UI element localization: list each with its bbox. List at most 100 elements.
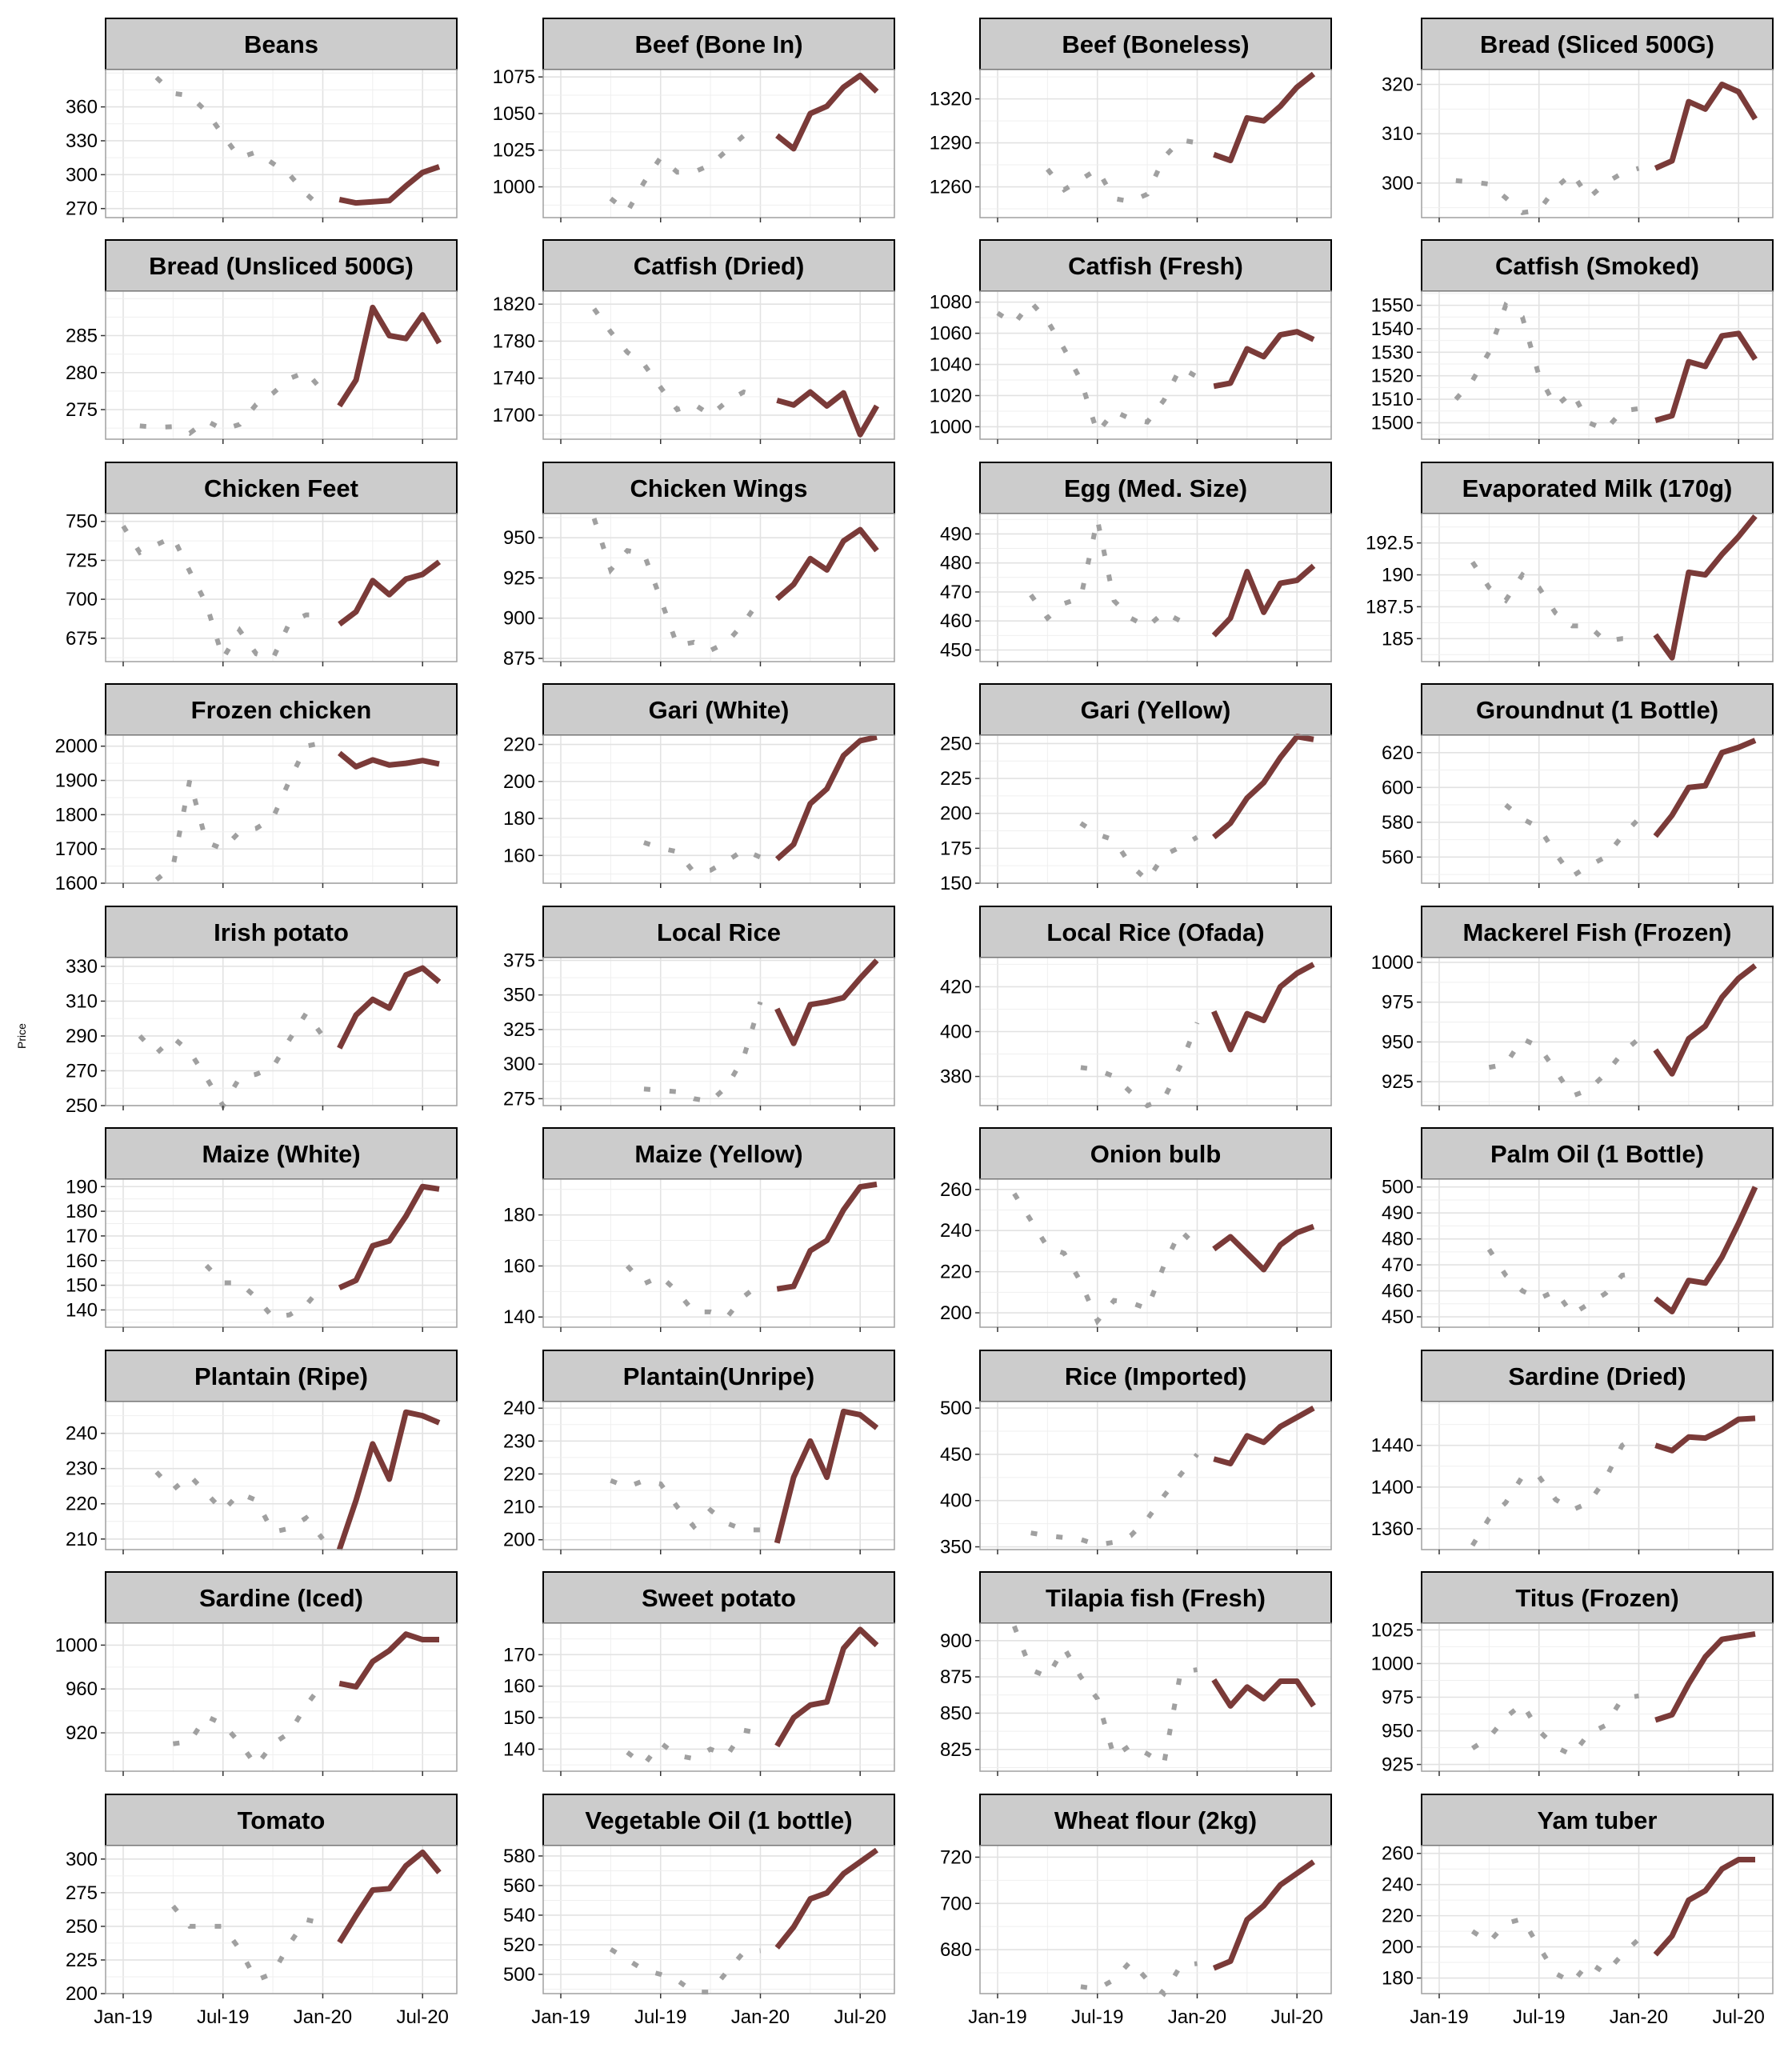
facet-strip [542, 1571, 895, 1624]
panel-border [1421, 290, 1774, 440]
y-tick-label: 925 [503, 567, 535, 589]
y-tick-label: 1060 [930, 323, 972, 345]
x-tick-label: Jul-19 [1513, 2006, 1565, 2028]
panel-border [105, 1178, 458, 1328]
y-tick-label: 225 [66, 1950, 98, 1971]
y-axis-label: Price [15, 1023, 28, 1049]
series-line-history [154, 740, 324, 882]
y-tick-label: 350 [503, 985, 535, 1006]
panel-border [542, 1622, 895, 1772]
y-tick-label: 150 [940, 873, 972, 894]
y-tick-label: 1780 [493, 330, 535, 352]
series-line-history [609, 1946, 761, 1995]
y-tick-label: 1290 [930, 133, 972, 154]
y-tick-label: 220 [1382, 1906, 1414, 1927]
series-line-recent [774, 1847, 879, 1950]
panel-border [105, 69, 458, 218]
y-tick-label: 180 [503, 1205, 535, 1226]
facet-title: Tilapia fish (Fresh) [1046, 1584, 1266, 1612]
y-tick-label: 460 [1382, 1281, 1414, 1302]
facet-strip [105, 1350, 458, 1402]
plot-area [980, 514, 1331, 662]
y-tick-label: 420 [940, 976, 972, 998]
series-line-history [626, 1727, 762, 1769]
series-line-recent [1654, 1630, 1756, 1723]
series-line-recent [1654, 1415, 1756, 1454]
facet-panel: Catfish (Dried) 1700 1740 1780 1820 [493, 239, 895, 444]
y-tick-label: 220 [503, 1463, 535, 1485]
y-tick-label: 1700 [493, 405, 535, 426]
x-tick-label: Jan-19 [968, 2006, 1026, 2028]
facet-panel: Evaporated Milk (170g) 185 187.5 190 192.5 [1366, 462, 1774, 666]
y-tick-label: 210 [66, 1529, 98, 1550]
facet-panel: Gari (Yellow) 150 175 200 225 250 [940, 683, 1332, 894]
facet-panel: Frozen chicken 1600 1700 1800 1900 2000 [55, 683, 458, 894]
plot-area [1422, 1179, 1773, 1327]
facet-panel: Gari (White) 160 180 200 220 [503, 683, 895, 888]
series-line-recent [337, 304, 442, 408]
y-tick-label: 190 [1382, 565, 1414, 586]
plot-area [106, 1179, 457, 1327]
facet-strip [1421, 1350, 1774, 1402]
plot-area [543, 1846, 894, 1994]
y-tick-label: 580 [503, 1846, 535, 1867]
y-tick-label: 170 [503, 1644, 535, 1666]
y-tick-label: 230 [66, 1458, 98, 1480]
series-line-recent [774, 526, 879, 602]
facet-panel: Beans 270 300 330 360 [66, 18, 458, 222]
facet-title: Chicken Wings [630, 474, 808, 502]
plot-area [980, 1623, 1331, 1771]
series-line-history [1470, 560, 1639, 644]
y-tick-label: 750 [66, 511, 98, 533]
plot-area [980, 1402, 1331, 1550]
series-line-recent [337, 965, 442, 1050]
facet-panel: Catfish (Fresh) 1000 1020 1040 1060 1080 [930, 239, 1332, 444]
series-line-recent [338, 164, 441, 206]
y-tick-label: 460 [940, 610, 972, 632]
y-tick-label: 560 [503, 1875, 535, 1897]
y-tick-label: 140 [503, 1306, 535, 1328]
x-tick-label: Jul-20 [834, 2006, 886, 2028]
facet-strip [542, 1350, 895, 1402]
facet-title: Frozen chicken [191, 696, 372, 724]
series-line-recent [1213, 71, 1316, 164]
x-tick-label: Jul-20 [397, 2006, 449, 2028]
y-tick-label: 325 [503, 1019, 535, 1041]
panel-border [1421, 1845, 1774, 1994]
y-tick-label: 560 [1382, 846, 1414, 868]
y-tick-label: 220 [66, 1494, 98, 1515]
facet-title: Maize (White) [202, 1140, 360, 1168]
y-tick-label: 187.5 [1366, 596, 1414, 618]
y-tick-label: 140 [503, 1738, 535, 1760]
y-tick-label: 1520 [1371, 366, 1414, 387]
facet-title: Groundnut (1 Bottle) [1476, 696, 1718, 724]
y-tick-label: 1540 [1371, 318, 1414, 340]
plot-area [980, 1846, 1331, 1994]
panel-border [105, 290, 458, 440]
panel-border [542, 290, 895, 440]
facet-strip [542, 462, 895, 514]
series-line-recent [776, 1181, 878, 1292]
y-tick-label: 960 [66, 1678, 98, 1700]
y-tick-label: 180 [1382, 1968, 1414, 1990]
plot-area [1422, 1402, 1773, 1550]
series-line-history [1488, 1035, 1641, 1099]
panel-border [105, 513, 458, 662]
panel-border [105, 1845, 458, 1994]
x-tick-label: Jul-19 [1071, 2006, 1123, 2028]
y-tick-label: 675 [66, 628, 98, 650]
facet-title: Sardine (Dried) [1508, 1362, 1686, 1390]
y-tick-label: 220 [940, 1262, 972, 1283]
x-tick-label: Jul-19 [634, 2006, 686, 2028]
facet-panel: Irish potato 250 270 290 310 330 [66, 906, 458, 1117]
facet-strip [105, 906, 458, 958]
facet-strip [1421, 906, 1774, 958]
y-tick-label: 190 [66, 1176, 98, 1198]
facet-panel: Chicken Wings 875 900 925 950 [503, 462, 895, 670]
series-line-recent [1212, 734, 1314, 840]
y-tick-label: 360 [66, 97, 98, 118]
facet-strip [105, 1571, 458, 1624]
